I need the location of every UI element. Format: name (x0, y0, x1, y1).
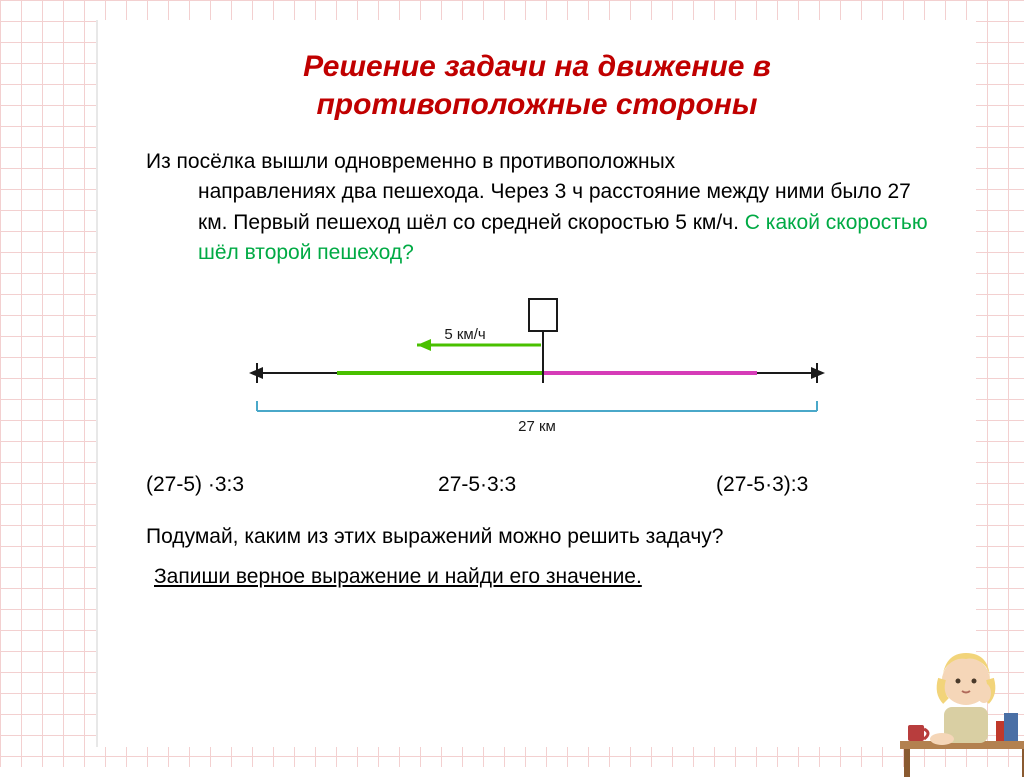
title-line2: противоположные стороны (316, 88, 757, 121)
expression-2: 27-5·3:3 (367, 473, 588, 497)
motion-diagram: 5 км/ч 27 км (217, 293, 857, 443)
expression-1: (27-5) ·3:3 (146, 473, 367, 497)
girl-illustration (892, 629, 1024, 779)
speed-label: 5 км/ч (444, 326, 485, 343)
expression-3: (27-5·3):3 (588, 473, 849, 497)
problem-s1: Из посёлка вышли одновременно в противоп… (146, 150, 675, 173)
content-page: Решение задачи на движение в противополо… (96, 20, 976, 747)
instruction-line: Запиши верное выражение и найди его знач… (154, 565, 936, 589)
title-line1: Решение задачи на движение в (303, 50, 771, 83)
problem-text: Из посёлка вышли одновременно в противоп… (146, 147, 936, 269)
answer-expressions: (27-5) ·3:3 27-5·3:3 (27-5·3):3 (146, 473, 848, 497)
prompt-line: Подумай, каким из этих выражений можно р… (146, 525, 936, 549)
distance-label: 27 км (518, 418, 556, 435)
page-title: Решение задачи на движение в противополо… (138, 48, 936, 123)
